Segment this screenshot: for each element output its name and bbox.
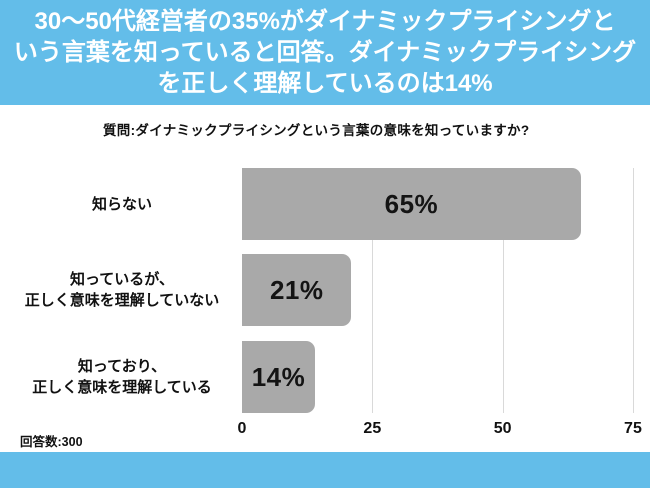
bar-value-label: 21%: [269, 274, 324, 305]
x-tick-label-75: 75: [624, 420, 642, 437]
bar-2: 21%: [242, 254, 352, 326]
category-label-line: 知っているが、: [70, 271, 174, 288]
headline-line-3: を正しく理解しているのは14%: [157, 70, 493, 97]
headline-line-2: いう言葉を知っていると回答。ダイナミックプライシング: [13, 39, 637, 66]
gridline-25: [372, 168, 374, 413]
x-tick-label-25: 25: [363, 420, 382, 437]
category-label-line: 正しく意味を理解している: [32, 379, 212, 396]
headline-banner: 30〜50代経営者の35%がダイナミックプライシングと いう言葉を知っていると回…: [0, 0, 650, 105]
plot-area: 65% 21% 14%: [242, 168, 646, 413]
category-label-3: 知っており、正しく意味を理解している: [12, 341, 232, 413]
category-label-line: 知らない: [91, 195, 152, 213]
bar-3: 14%: [242, 341, 315, 413]
headline-line-1: 30〜50代経営者の35%がダイナミックプライシングと: [34, 8, 616, 35]
x-tick-label-50: 50: [493, 420, 512, 437]
chart-question: 質問:ダイナミックプライシングという言葉の意味を知っていますか?: [103, 123, 530, 138]
gridline-50: [502, 168, 504, 413]
bar-value-label: 65%: [384, 188, 439, 219]
gridline-75: [632, 168, 634, 413]
bar-1: 65%: [242, 168, 581, 240]
x-tick-label-0: 0: [237, 420, 247, 437]
category-label-line: 正しく意味を理解していない: [24, 292, 220, 309]
sample-size-note: 回答数:300: [20, 435, 83, 449]
category-label-1: 知らない: [12, 168, 232, 240]
footer-band: [0, 452, 650, 488]
category-label-line: 知っており、: [77, 358, 167, 375]
x-axis: 0 25 50 75: [238, 420, 646, 442]
bar-value-label: 14%: [251, 361, 306, 392]
category-label-2: 知っているが、正しく意味を理解していない: [12, 254, 232, 326]
category-label-column: 知らない 知っているが、 正しく意味を理解していない 知っており、 正しく意味を理解して…: [12, 168, 232, 413]
